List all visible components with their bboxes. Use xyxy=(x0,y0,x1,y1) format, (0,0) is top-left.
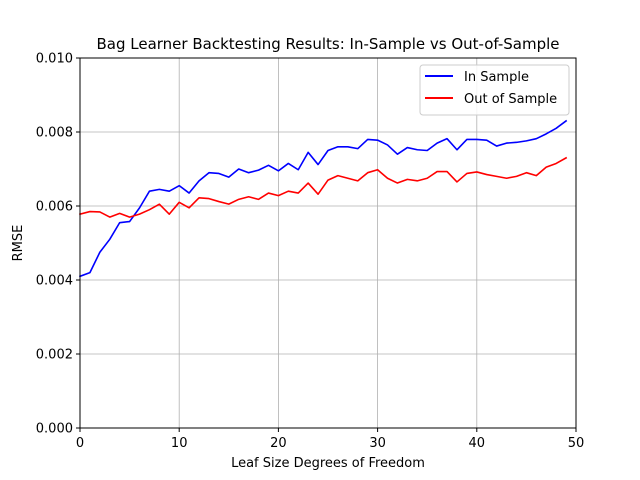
x-tick-label: 50 xyxy=(568,436,585,451)
series-line-out-of-sample xyxy=(79,156,568,218)
y-tick-label: 0.004 xyxy=(36,274,73,289)
y-ticks: 0.000 0.002 0.004 0.006 0.008 0.010 xyxy=(36,52,80,437)
y-axis-title: RMSE xyxy=(11,225,26,262)
legend-label-out-of-sample: Out of Sample xyxy=(464,92,557,107)
legend-box xyxy=(419,64,570,116)
plot-frame xyxy=(79,57,577,429)
plot-area-background xyxy=(80,58,576,428)
y-tick-label: 0.006 xyxy=(36,200,73,215)
x-axis-title: Leaf Size Degrees of Freedom xyxy=(231,456,425,471)
legend-label-in-sample: In Sample xyxy=(464,70,529,85)
y-tick-label: 0.010 xyxy=(36,52,73,67)
chart-title: Bag Learner Backtesting Results: In-Samp… xyxy=(96,35,559,53)
legend: In Sample Out of Sample xyxy=(419,64,570,116)
x-tick-label: 0 xyxy=(76,436,84,451)
series-lines xyxy=(78,119,568,278)
x-ticks: 0 10 20 30 40 50 xyxy=(76,428,584,451)
series-line-in-sample xyxy=(78,119,568,278)
y-tick-label: 0.000 xyxy=(36,422,73,437)
x-tick-label: 30 xyxy=(369,436,386,451)
x-tick-label: 20 xyxy=(270,436,287,451)
x-tick-label: 10 xyxy=(171,436,188,451)
x-tick-label: 40 xyxy=(469,436,486,451)
y-tick-label: 0.002 xyxy=(36,348,73,363)
y-tick-label: 0.008 xyxy=(36,126,73,141)
